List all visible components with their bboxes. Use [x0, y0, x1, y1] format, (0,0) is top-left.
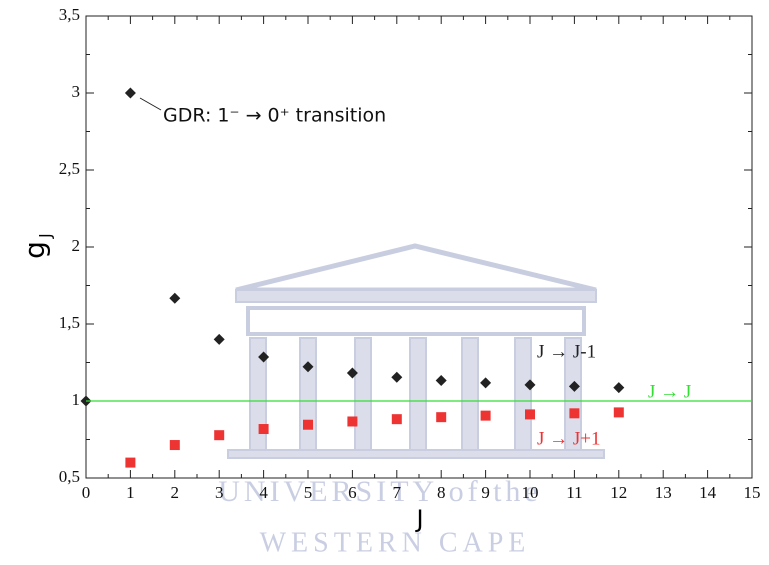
square-marker [525, 409, 535, 420]
watermark-text: WESTERN CAPE [260, 527, 531, 558]
y-axis-label-sub: J [36, 233, 55, 239]
x-tick-label: 6 [348, 483, 357, 502]
y-axis-label: g [18, 241, 51, 259]
square-marker [303, 419, 313, 430]
diamond-marker [124, 87, 136, 99]
diamond-marker [302, 361, 314, 373]
x-tick-label: 10 [522, 483, 539, 502]
y-tick-label: 2 [72, 236, 81, 255]
square-marker [258, 424, 269, 435]
x-tick-label: 4 [259, 483, 268, 502]
x-tick-label: 9 [481, 483, 490, 502]
x-tick-label: 7 [393, 483, 402, 502]
diamond-marker [391, 371, 403, 383]
x-tick-label: 14 [699, 483, 717, 502]
series-label: J → J+1 [537, 428, 601, 449]
square-marker [169, 440, 180, 451]
x-tick-label: 11 [566, 483, 582, 502]
y-axis-label-group: g J [18, 233, 55, 259]
diamond-marker [480, 377, 492, 389]
y-tick-label: 3,5 [59, 5, 80, 24]
y-tick-label: 2,5 [59, 159, 80, 178]
annotation: GDR: 1⁻ → 0⁺ transition [163, 105, 386, 127]
diamond-marker [346, 367, 358, 379]
diamond-marker [568, 380, 580, 392]
square-marker [480, 410, 491, 421]
square-marker [214, 430, 225, 441]
diamond-marker [213, 333, 225, 345]
square-marker [569, 408, 580, 419]
square-marker [347, 416, 358, 427]
x-axis-label: J [414, 505, 423, 533]
diamond-marker [258, 351, 270, 363]
square-marker [391, 414, 402, 425]
x-tick-label: 2 [171, 483, 180, 502]
square-marker [613, 407, 624, 418]
diamond-marker [613, 382, 625, 394]
x-tick-label: 0 [82, 483, 91, 502]
square-marker [125, 457, 136, 468]
y-tick-label: 1,5 [59, 313, 80, 332]
x-tick-label: 1 [126, 483, 135, 502]
y-tick-label: 0,5 [59, 467, 80, 486]
square-marker [436, 412, 447, 423]
annotation-leader [139, 97, 162, 111]
x-tick-label: 3 [215, 483, 224, 502]
y-tick-label: 1 [72, 390, 81, 409]
x-tick-label: 5 [304, 483, 313, 502]
x-tick-label: 15 [744, 483, 761, 502]
x-tick-label: 13 [655, 483, 672, 502]
series-label: J → J-1 [537, 341, 596, 362]
y-tick-label: 3 [72, 82, 81, 101]
watermark-text: UNIVERSITY of the [218, 475, 542, 508]
watermark-building [227, 243, 605, 459]
diamond-marker [435, 375, 447, 387]
diamond-marker [169, 292, 181, 304]
x-tick-label: 8 [437, 483, 446, 502]
series-label: J → J [648, 381, 691, 402]
diamond-marker [524, 379, 536, 391]
x-tick-label: 12 [610, 483, 627, 502]
